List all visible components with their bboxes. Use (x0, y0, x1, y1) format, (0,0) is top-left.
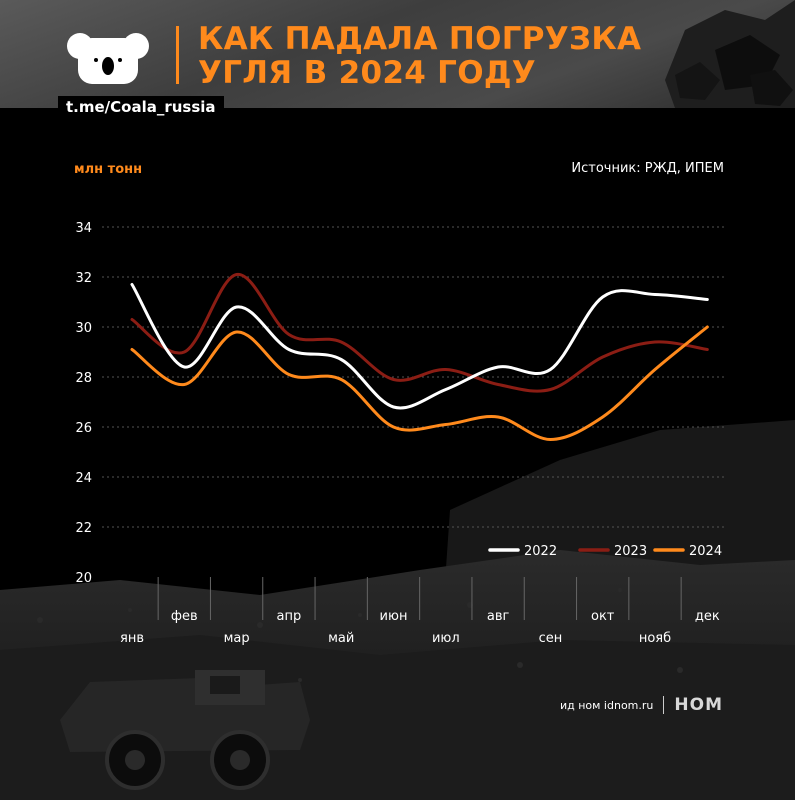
y-tick-label: 20 (75, 571, 92, 586)
series-line-2024 (130, 325, 709, 442)
title-line-2: УГЛЯ В 2024 ГОДУ (198, 55, 536, 91)
nom-logo: НОМ (674, 695, 723, 715)
footer-separator (663, 696, 665, 714)
title-line-1: КАК ПАДАЛА ПОГРУЗКА (198, 21, 642, 57)
footer-brand-text[interactable]: ид ном idnom.ru (559, 698, 654, 712)
legend-label: 2022 (524, 544, 557, 559)
x-tick-label: дек (695, 609, 720, 624)
x-tick-label: мар (224, 631, 250, 646)
legend-label: 2023 (614, 544, 647, 559)
channel-link[interactable]: t.me/Coala_russia (58, 96, 224, 120)
y-tick-label: 24 (75, 471, 92, 486)
x-tick-label: июн (380, 609, 408, 624)
legend-item-2022: 2022 (488, 544, 557, 559)
coal-lumps-image (665, 0, 795, 108)
legend-item-2023: 2023 (578, 544, 647, 559)
y-tick-label: 34 (75, 221, 92, 236)
page-title: КАК ПАДАЛА ПОГРУЗКА УГЛЯ В 2024 ГОДУ (198, 22, 641, 90)
x-tick-label: окт (591, 609, 615, 624)
unit-label: млн тонн (74, 162, 143, 177)
series-line-2023 (130, 273, 709, 393)
y-tick-label: 30 (75, 321, 92, 336)
y-tick-label: 22 (75, 521, 92, 536)
legend-label: 2024 (689, 544, 722, 559)
legend-item-2024: 2024 (653, 544, 722, 559)
x-tick-label: апр (277, 609, 302, 624)
x-tick-label: янв (120, 631, 144, 646)
y-tick-label: 28 (75, 371, 92, 386)
x-tick-label: нояб (639, 631, 671, 646)
title-divider (176, 26, 179, 84)
source-label: Источник: РЖД, ИПЕМ (571, 161, 724, 176)
y-tick-label: 26 (75, 421, 92, 436)
x-tick-label: июл (432, 631, 460, 646)
x-tick-label: фев (171, 609, 198, 624)
mine-background-image (0, 420, 795, 800)
koala-logo-icon (67, 33, 149, 84)
footer: ид ном idnom.ru НОМ (560, 695, 723, 715)
y-tick-label: 32 (75, 271, 92, 286)
x-tick-label: сен (539, 631, 563, 646)
series-line-2022 (130, 283, 709, 410)
x-tick-label: май (328, 631, 354, 646)
x-tick-label: авг (487, 609, 510, 624)
